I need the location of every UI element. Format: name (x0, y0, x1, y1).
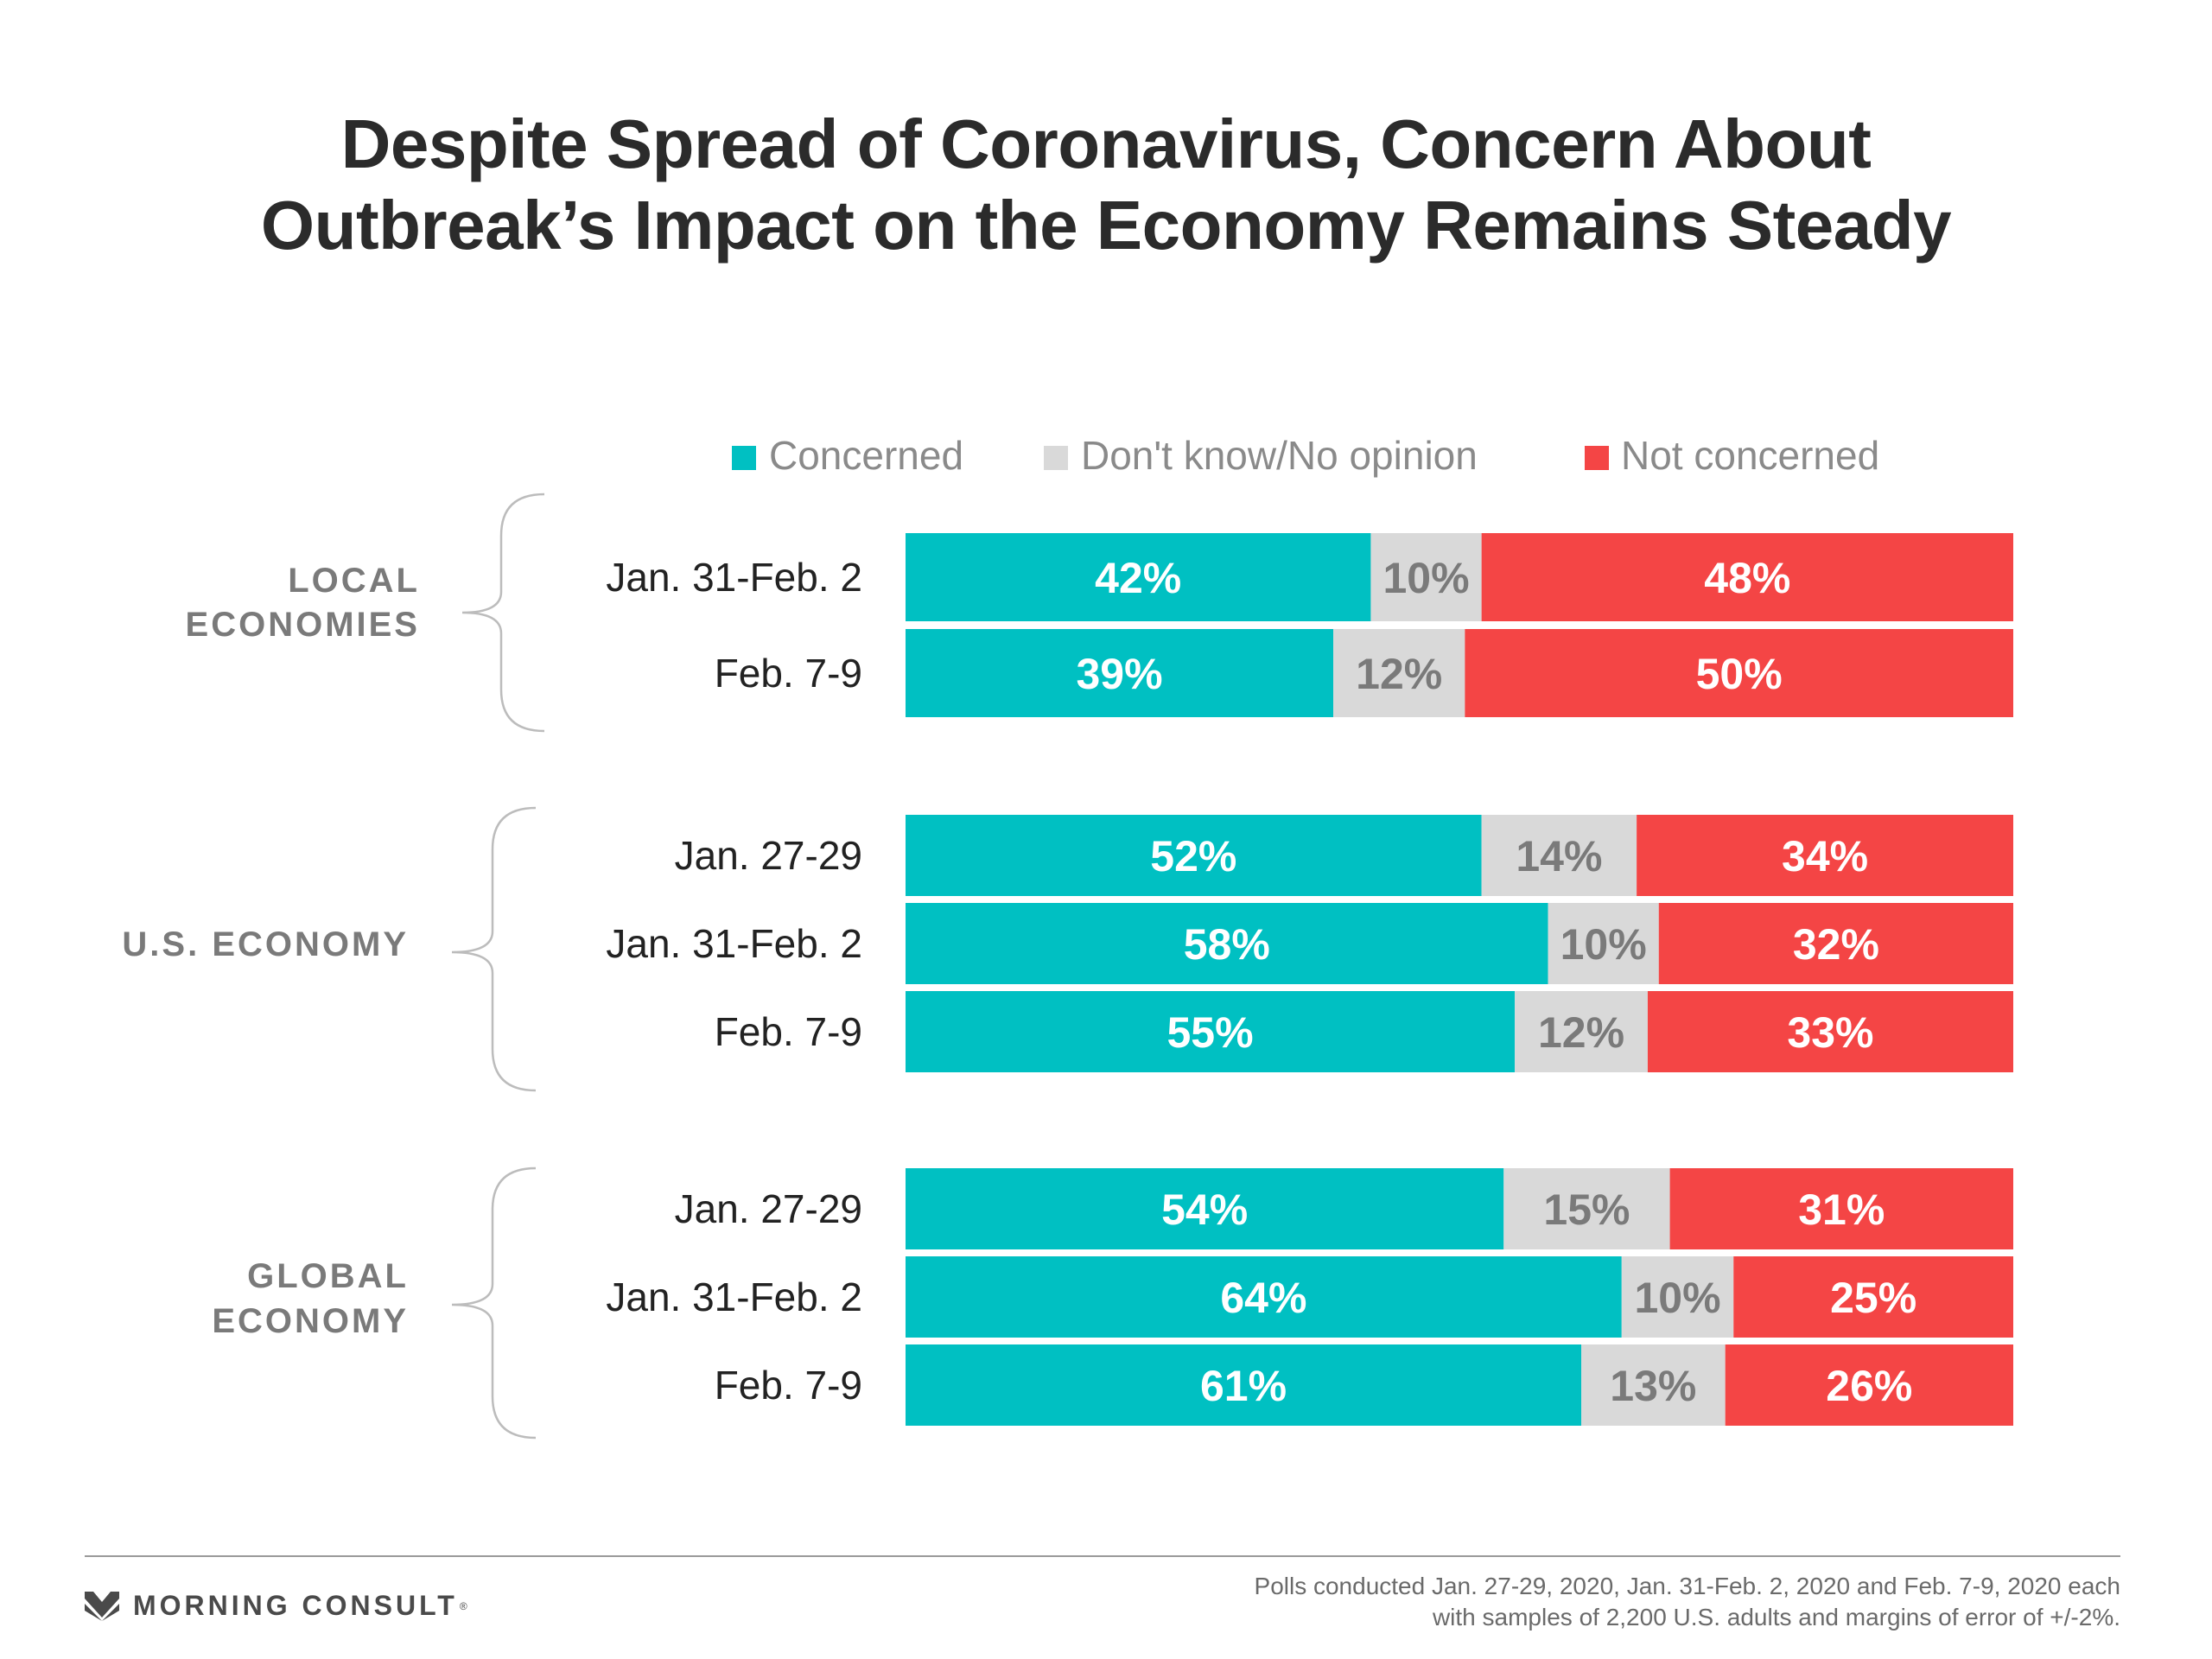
bar-segment-local-economies-jan-31-feb-2-not-concerned (1481, 533, 2013, 621)
bar-segment-u-s-economy-feb-7-9-don-t-know-no-opinion (1515, 991, 1648, 1072)
bar-segment-global-economy-jan-31-feb-2-don-t-know-no-opinion (1621, 1256, 1734, 1338)
bar-segment-local-economies-jan-31-feb-2-don-t-know-no-opinion (1370, 533, 1482, 621)
source-note-line-1: Polls conducted Jan. 27-29, 2020, Jan. 3… (1254, 1573, 2120, 1599)
bar-segment-global-economy-jan-27-29-not-concerned (1669, 1168, 2013, 1249)
bar-segment-u-s-economy-jan-31-feb-2-don-t-know-no-opinion (1548, 903, 1659, 984)
data-label-global-economy-jan-31-feb-2-concerned: 64% (1220, 1274, 1306, 1322)
data-label-u-s-economy-jan-31-feb-2-not-concerned: 32% (1793, 920, 1879, 969)
data-label-u-s-economy-jan-31-feb-2-concerned: 58% (1184, 920, 1270, 969)
data-label-local-economies-jan-31-feb-2-don-t-know-no-opinion: 10% (1383, 554, 1470, 602)
bar-segment-global-economy-jan-27-29-don-t-know-no-opinion (1503, 1168, 1670, 1249)
group-label-global-economy-line-2: ECONOMY (212, 1302, 409, 1340)
row-label-u-s-economy-jan-27-29: Jan. 27-29 (675, 833, 862, 878)
data-label-global-economy-jan-31-feb-2-don-t-know-no-opinion: 10% (1634, 1274, 1720, 1322)
source-note-line-2: with samples of 2,200 U.S. adults and ma… (1432, 1604, 2120, 1630)
bar-segment-u-s-economy-feb-7-9-not-concerned (1647, 991, 2013, 1072)
row-label-u-s-economy-jan-31-feb-2: Jan. 31-Feb. 2 (606, 921, 862, 966)
chart-title: Despite Spread of Coronavirus, Concern A… (0, 104, 2212, 266)
chart-title-line-2: Outbreak’s Impact on the Economy Remains… (260, 187, 1952, 264)
group-label-local-economies-line-2: ECONOMIES (186, 606, 420, 644)
bar-segment-local-economies-feb-7-9-don-t-know-no-opinion (1333, 629, 1465, 717)
legend-label-don-t-know-no-opinion: Don't know/No opinion (1081, 433, 1478, 478)
chart-title-line-1: Despite Spread of Coronavirus, Concern A… (340, 105, 1872, 182)
row-label-u-s-economy-feb-7-9: Feb. 7-9 (715, 1009, 862, 1054)
bar-segment-local-economies-feb-7-9-concerned (906, 629, 1334, 717)
row-label-global-economy-feb-7-9: Feb. 7-9 (715, 1363, 862, 1408)
legend-swatch-concerned (732, 446, 756, 470)
brand-logo: MORNING CONSULT ® (85, 1590, 467, 1622)
bar-segment-local-economies-feb-7-9-not-concerned (1465, 629, 2013, 717)
source-note: Polls conducted Jan. 27-29, 2020, Jan. 3… (997, 1571, 2120, 1633)
data-label-global-economy-feb-7-9-not-concerned: 26% (1826, 1362, 1912, 1410)
bar-segment-global-economy-feb-7-9-don-t-know-no-opinion (1581, 1344, 1726, 1426)
data-label-global-economy-jan-31-feb-2-not-concerned: 25% (1830, 1274, 1916, 1322)
data-label-global-economy-jan-27-29-don-t-know-no-opinion: 15% (1543, 1185, 1630, 1234)
row-label-local-economies-feb-7-9: Feb. 7-9 (715, 651, 862, 696)
data-label-u-s-economy-jan-27-29-concerned: 52% (1150, 832, 1236, 880)
data-label-u-s-economy-jan-27-29-don-t-know-no-opinion: 14% (1516, 832, 1602, 880)
bar-segment-global-economy-feb-7-9-concerned (906, 1344, 1582, 1426)
legend-swatch-don-t-know-no-opinion (1044, 446, 1068, 470)
footer-divider (85, 1555, 2120, 1557)
data-label-global-economy-feb-7-9-don-t-know-no-opinion: 13% (1610, 1362, 1696, 1410)
brand-registered-mark: ® (459, 1599, 467, 1612)
data-label-u-s-economy-feb-7-9-don-t-know-no-opinion: 12% (1538, 1008, 1624, 1057)
data-label-u-s-economy-jan-27-29-not-concerned: 34% (1782, 832, 1868, 880)
data-label-u-s-economy-feb-7-9-concerned: 55% (1167, 1008, 1254, 1057)
data-label-global-economy-feb-7-9-concerned: 61% (1200, 1362, 1287, 1410)
data-label-u-s-economy-jan-31-feb-2-don-t-know-no-opinion: 10% (1560, 920, 1647, 969)
bar-segment-global-economy-jan-27-29-concerned (906, 1168, 1504, 1249)
bar-segment-u-s-economy-jan-27-29-don-t-know-no-opinion (1481, 815, 1637, 896)
bar-segment-global-economy-jan-31-feb-2-not-concerned (1733, 1256, 2013, 1338)
group-label-local-economies-line-1: LOCAL (288, 562, 420, 600)
bar-segment-global-economy-feb-7-9-not-concerned (1725, 1344, 2013, 1426)
bar-segment-u-s-economy-jan-27-29-concerned (906, 815, 1482, 896)
bar-segment-global-economy-jan-31-feb-2-concerned (906, 1256, 1622, 1338)
data-label-local-economies-feb-7-9-concerned: 39% (1076, 650, 1162, 698)
bar-segment-u-s-economy-jan-31-feb-2-concerned (906, 903, 1548, 984)
data-label-u-s-economy-feb-7-9-not-concerned: 33% (1787, 1008, 1873, 1057)
row-label-global-economy-jan-27-29: Jan. 27-29 (675, 1186, 862, 1231)
group-brace-global-economy (451, 1166, 537, 1440)
bar-segment-u-s-economy-feb-7-9-concerned (906, 991, 1516, 1072)
data-label-local-economies-feb-7-9-not-concerned: 50% (1696, 650, 1783, 698)
data-label-local-economies-jan-31-feb-2-not-concerned: 48% (1704, 554, 1790, 602)
brand-name: MORNING CONSULT (133, 1590, 458, 1621)
bar-segment-local-economies-jan-31-feb-2-concerned (906, 533, 1371, 621)
group-brace-local-economies (461, 493, 545, 733)
data-label-global-economy-jan-27-29-not-concerned: 31% (1798, 1185, 1885, 1234)
row-label-local-economies-jan-31-feb-2: Jan. 31-Feb. 2 (606, 555, 862, 600)
data-label-global-economy-jan-27-29-concerned: 54% (1161, 1185, 1248, 1234)
legend-label-concerned: Concerned (769, 433, 963, 478)
morning-consult-logo-icon (85, 1591, 119, 1621)
bar-segment-u-s-economy-jan-27-29-not-concerned (1637, 815, 2013, 896)
data-label-local-economies-feb-7-9-don-t-know-no-opinion: 12% (1356, 650, 1442, 698)
group-label-u-s-economy-line-1: U.S. ECONOMY (122, 925, 409, 963)
bar-segment-u-s-economy-jan-31-feb-2-not-concerned (1658, 903, 2013, 984)
legend-swatch-not-concerned (1585, 446, 1609, 470)
data-label-local-economies-jan-31-feb-2-concerned: 42% (1095, 554, 1181, 602)
group-label-global-economy-line-1: GLOBAL (247, 1257, 409, 1295)
row-label-global-economy-jan-31-feb-2: Jan. 31-Feb. 2 (606, 1274, 862, 1319)
group-brace-u-s-economy (451, 806, 537, 1092)
legend-label-not-concerned: Not concerned (1621, 433, 1879, 478)
